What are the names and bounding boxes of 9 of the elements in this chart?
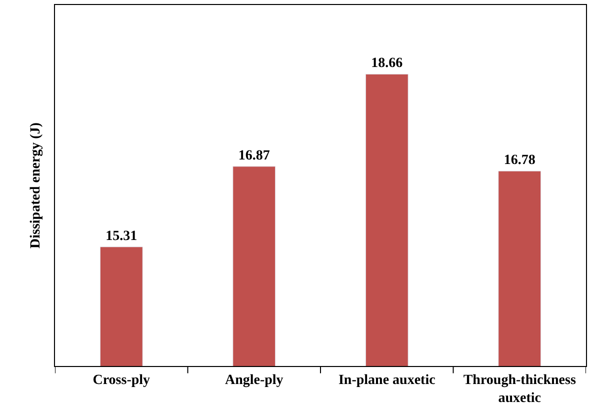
data-label: 18.66 <box>371 56 403 72</box>
x-tick-label: Through-thickness auxetic <box>463 372 576 406</box>
x-tick-label: Angle-ply <box>224 372 284 388</box>
y-axis-title: Dissipated energy (J) <box>28 122 44 248</box>
x-tick-label: In-plane auxetic <box>338 372 436 388</box>
data-label: 16.87 <box>238 148 270 164</box>
x-tick-label: Cross-ply <box>92 372 150 388</box>
data-label: 15.31 <box>106 228 138 244</box>
data-label: 16.78 <box>504 153 536 168</box>
